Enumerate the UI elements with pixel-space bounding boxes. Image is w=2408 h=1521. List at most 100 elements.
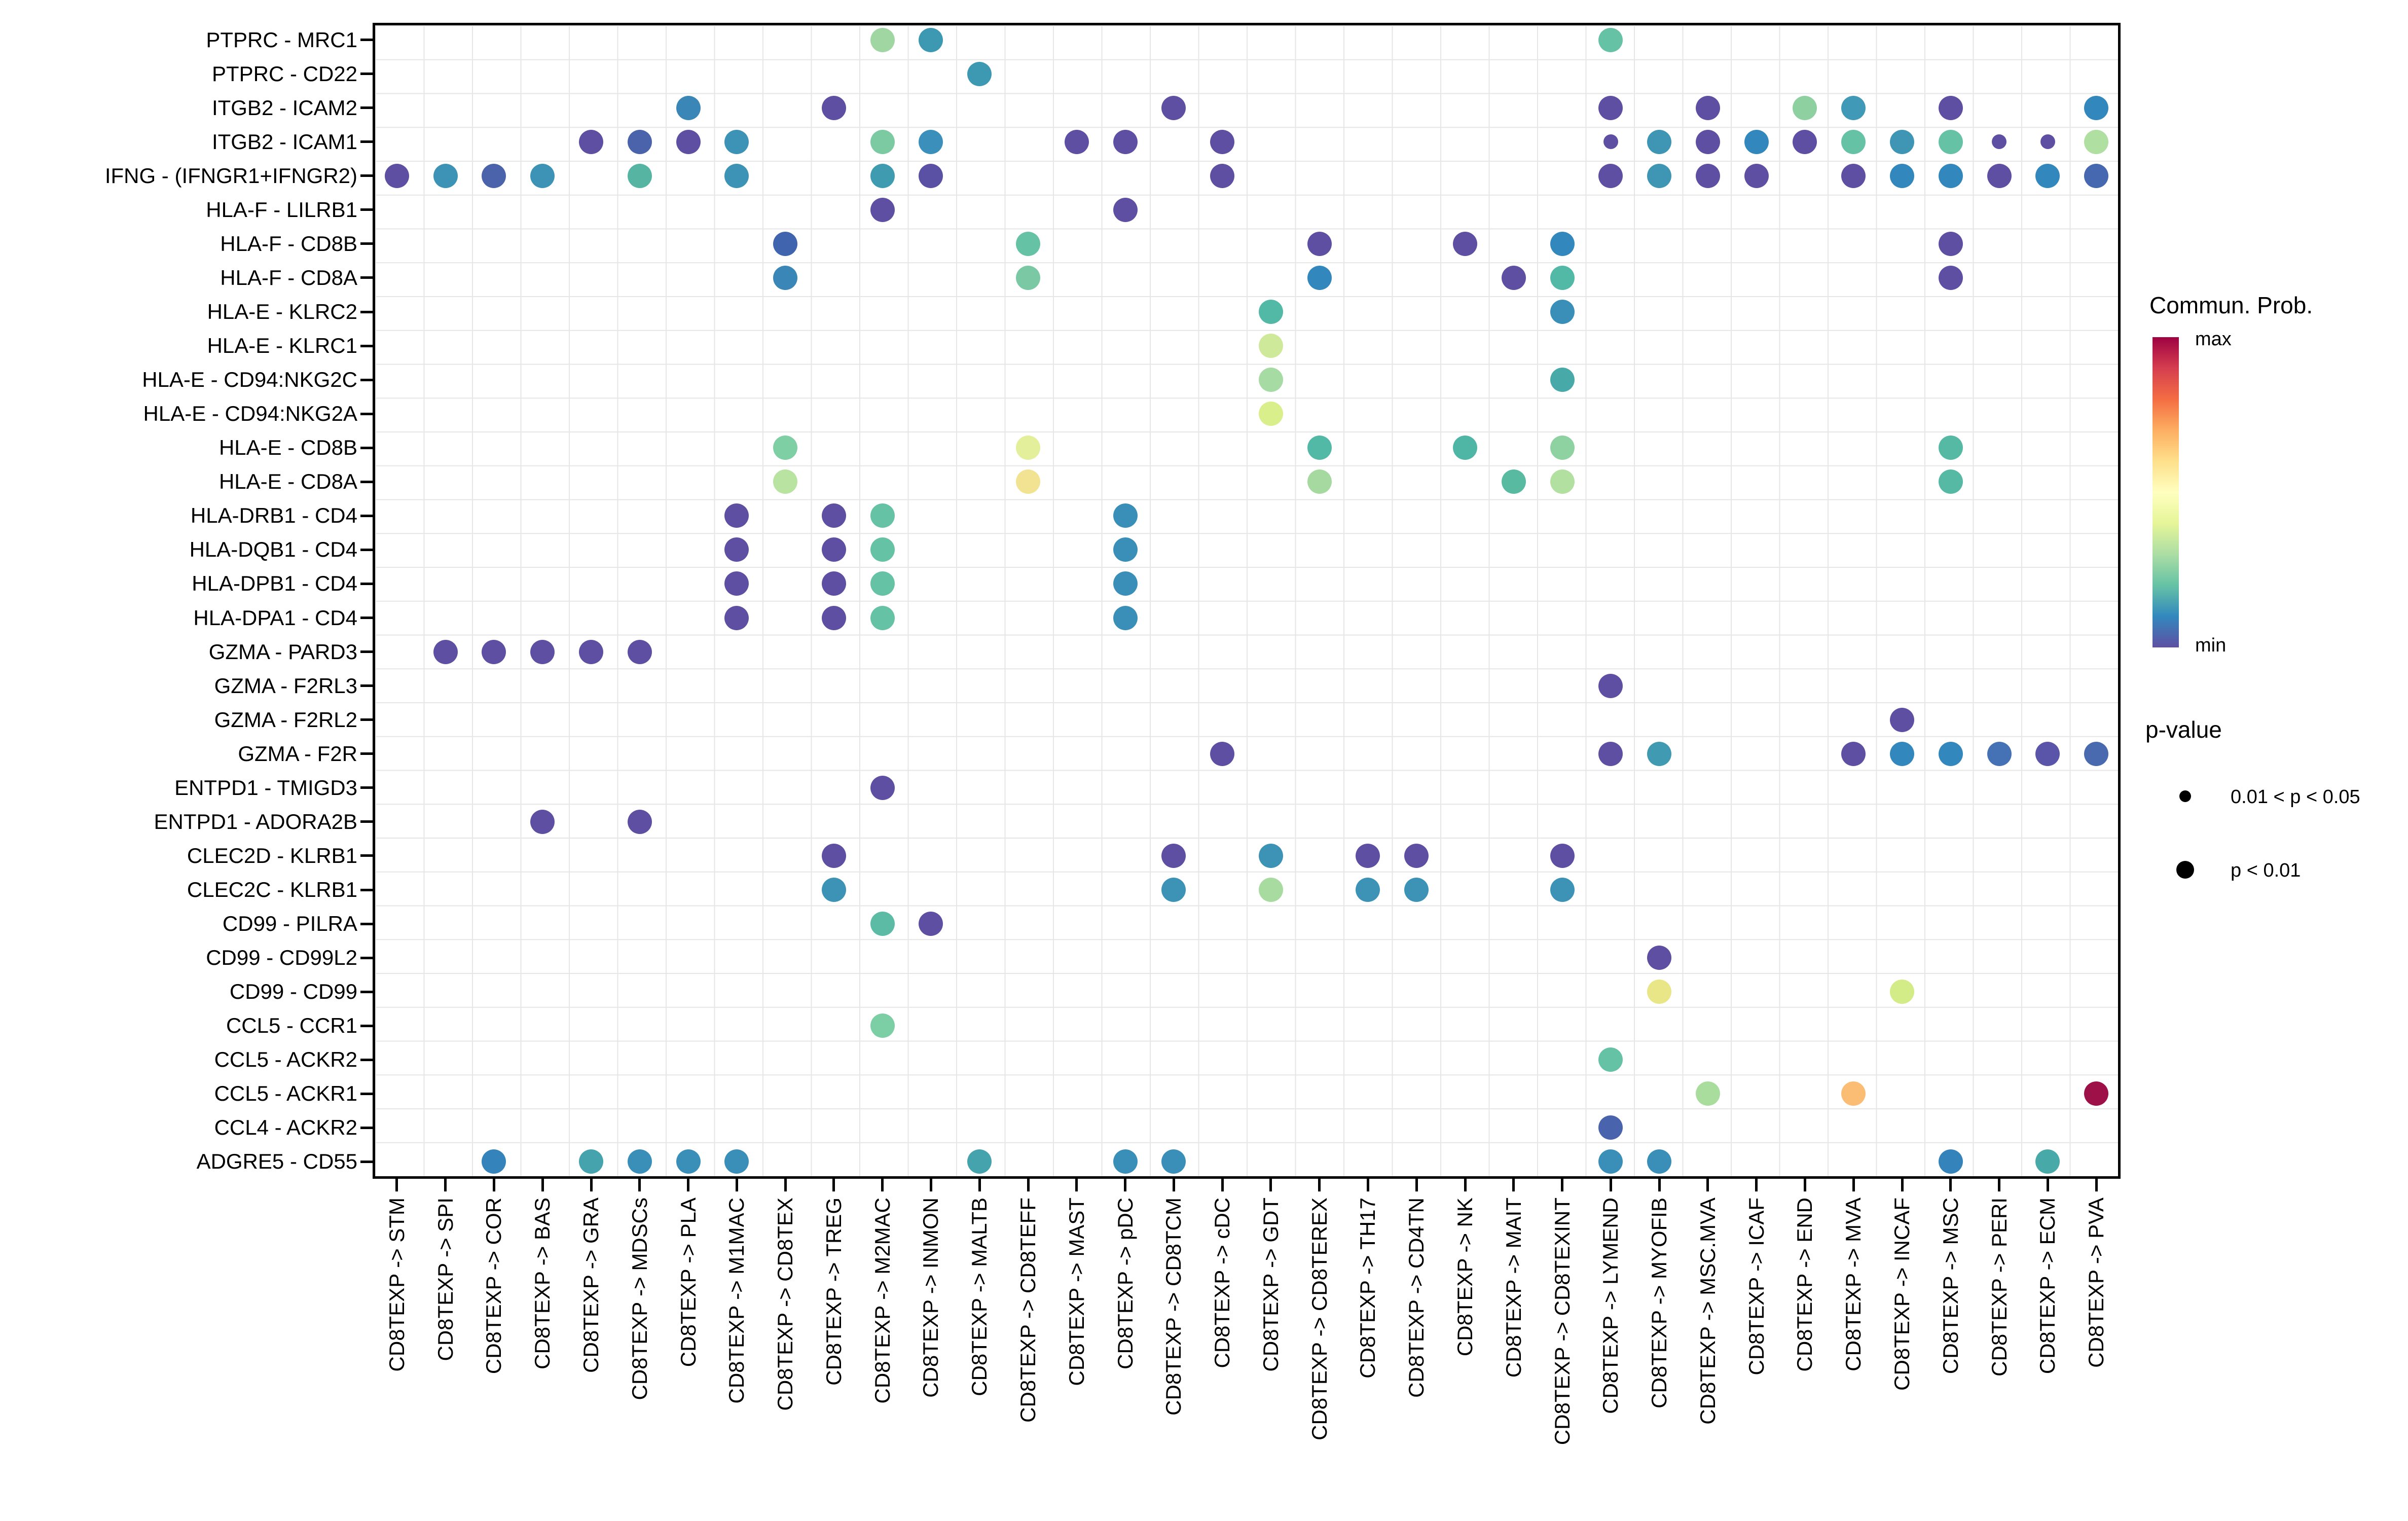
data-dot [870,197,895,222]
y-axis-label: HLA-F - CD8B [220,231,357,256]
x-axis-label: CD8TEXP -> MAST [1064,1198,1088,1386]
x-tick [1561,1179,1564,1191]
x-axis-label: CD8TEXP -> STM [384,1198,409,1372]
y-axis-label: ENTPD1 - ADORA2B [154,809,357,834]
y-tick [360,548,373,551]
data-dot [870,912,895,936]
data-dot [870,775,895,800]
data-dot [967,1149,992,1174]
data-dot [530,639,555,664]
data-dot [530,163,555,188]
x-axis-label: CD8TEXP -> TREG [821,1198,846,1386]
x-axis-label: CD8TEXP -> MSC [1938,1198,1962,1374]
x-tick [1706,1179,1709,1191]
x-tick [395,1179,398,1191]
data-dot [1550,265,1575,290]
y-tick [360,140,373,143]
y-tick [360,1024,373,1027]
y-axis-label: CCL4 - ACKR2 [214,1115,357,1140]
x-tick [1658,1179,1661,1191]
data-dot [1647,163,1672,188]
data-dot [1210,163,1235,188]
y-tick [360,922,373,925]
data-dot [773,436,798,460]
data-dot [724,571,749,596]
data-dot [676,1149,701,1174]
data-dot [1501,469,1526,494]
data-dot [482,163,506,188]
data-dot [627,163,652,188]
x-axis-label: CD8TEXP -> CD8TEXINT [1550,1198,1574,1445]
data-dot [433,639,458,664]
y-tick [360,1058,373,1061]
x-tick [1512,1179,1515,1191]
x-tick [1949,1179,1952,1191]
data-dot [627,1149,652,1174]
data-dot [870,163,895,188]
data-dot [1890,163,1914,188]
data-dot [1938,436,1963,460]
data-dot [967,61,992,86]
data-dot [1647,129,1672,154]
data-dot [1992,134,2007,150]
y-tick [360,174,373,177]
x-tick [1755,1179,1758,1191]
y-axis-label: GZMA - F2RL2 [214,707,357,732]
data-dot [1598,27,1623,52]
data-dot [1550,300,1575,324]
data-dot [1016,436,1040,460]
y-axis-label: GZMA - PARD3 [208,639,357,664]
x-tick [1901,1179,1904,1191]
y-tick [360,854,373,857]
y-axis-label: CCL5 - CCR1 [226,1013,357,1038]
y-tick [360,888,373,891]
x-tick [444,1179,447,1191]
x-tick [541,1179,544,1191]
y-axis-label: CD99 - PILRA [222,912,357,936]
x-axis-label: CD8TEXP -> TH17 [1356,1198,1380,1379]
data-dot [1890,129,1914,154]
x-axis-label: CD8TEXP -> INMON [919,1198,943,1398]
x-tick [1609,1179,1612,1191]
data-dot [1890,741,1914,766]
x-tick [735,1179,738,1191]
y-tick [360,820,373,823]
x-axis-label: CD8TEXP -> CD8TEREX [1307,1198,1331,1440]
data-dot [1210,741,1235,766]
data-dot [1938,95,1963,120]
data-dot [676,129,701,154]
y-axis-label: ENTPD1 - TMIGD3 [174,775,357,800]
data-dot [482,639,506,664]
x-axis-label: CD8TEXP -> MDSCs [627,1198,651,1400]
data-dot [1113,129,1138,154]
data-dot [724,163,749,188]
x-tick [1998,1179,2001,1191]
data-dot [1016,265,1040,290]
y-axis-label: ADGRE5 - CD55 [196,1149,357,1174]
data-dot [579,639,603,664]
x-axis-label: CD8TEXP -> M1MAC [724,1198,749,1404]
x-tick [492,1179,495,1191]
data-dot [1356,878,1380,902]
data-dot [773,265,798,290]
data-dot [870,537,895,562]
y-tick [360,344,373,347]
data-dot [870,129,895,154]
y-axis-label: PTPRC - CD22 [211,61,357,86]
data-dot [821,571,846,596]
y-tick [360,990,373,993]
x-axis-label: CD8TEXP -> pDC [1113,1198,1137,1369]
x-axis-label: CD8TEXP -> GRA [579,1198,603,1373]
data-dot [1161,843,1186,868]
data-dot [870,503,895,528]
x-tick [1318,1179,1321,1191]
x-axis-label: CD8TEXP -> NK [1453,1198,1477,1357]
data-dot [676,95,701,120]
pvalue-large-dot-label: p < 0.01 [2231,860,2301,881]
data-dot [1647,1149,1672,1174]
data-dot [1064,129,1089,154]
data-dot [870,571,895,596]
pvalue-legend-title: p-value [2145,716,2222,743]
pvalue-small-dot-label: 0.01 < p < 0.05 [2231,786,2360,808]
x-axis-label: CD8TEXP -> LYMEND [1598,1198,1623,1414]
